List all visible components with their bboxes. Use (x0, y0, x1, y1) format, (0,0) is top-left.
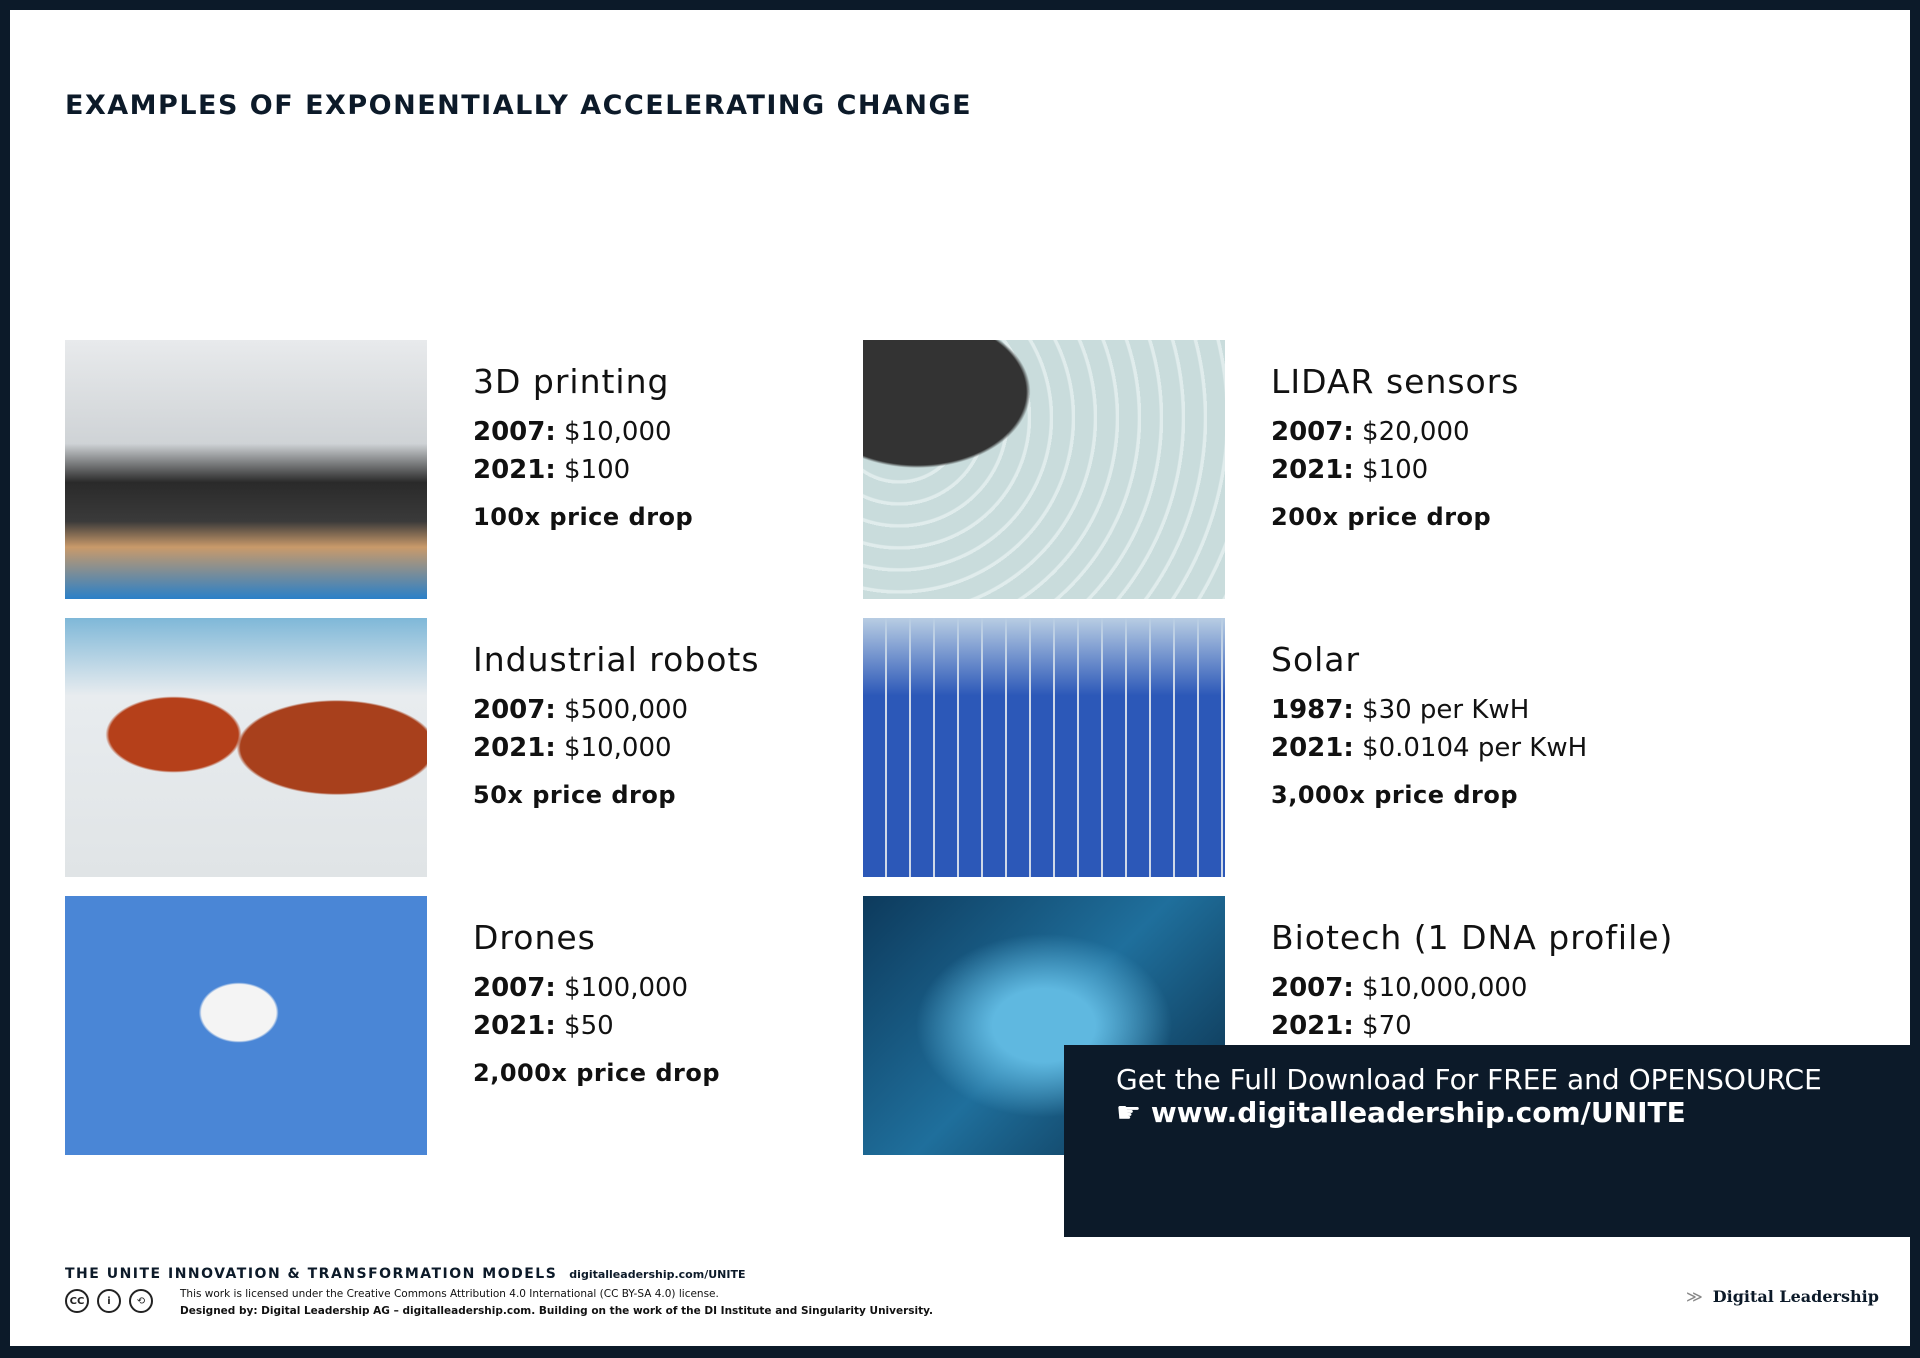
chevron-logo-icon: ≫ (1686, 1287, 1703, 1306)
example-title: Biotech (1 DNA profile) (1271, 918, 1674, 957)
price-drop: 3,000x price drop (1271, 781, 1519, 809)
page-title: EXAMPLES OF EXPONENTIALLY ACCELERATING C… (65, 90, 973, 121)
example-card: Industrial robots 2007: $500,000 2021: $… (473, 640, 760, 809)
download-link[interactable]: www.digitalleadership.com/UNITE (1150, 1096, 1686, 1129)
example-title: Solar (1271, 640, 1361, 679)
price-then: 2007: $20,000 (1271, 417, 1470, 447)
download-banner[interactable]: Get the Full Download For FREE and OPENS… (1064, 1045, 1911, 1237)
example-card: 3D printing 2007: $10,000 2021: $100 100… (473, 362, 693, 531)
example-title: Industrial robots (473, 640, 760, 679)
drone-photo (65, 896, 427, 1155)
price-now: 2021: $100 (1271, 455, 1429, 485)
price-now: 2021: $50 (473, 1011, 614, 1041)
banner-text: Get the Full Download For FREE and OPENS… (1116, 1063, 1822, 1096)
price-drop: 50x price drop (473, 781, 677, 809)
license-text: This work is licensed under the Creative… (180, 1288, 719, 1300)
example-title: Drones (473, 918, 596, 957)
price-then: 2007: $500,000 (473, 695, 689, 725)
price-now: 2021: $0.0104 per KwH (1271, 733, 1588, 763)
price-now: 2021: $100 (473, 455, 631, 485)
designed-by-text: Designed by: Digital Leadership AG – dig… (180, 1305, 934, 1317)
price-drop: 200x price drop (1271, 503, 1492, 531)
price-then: 2007: $10,000 (473, 417, 672, 447)
example-card: LIDAR sensors 2007: $20,000 2021: $100 2… (1271, 362, 1520, 531)
digital-leadership-logo: ≫ Digital Leadership (1686, 1287, 1879, 1306)
attribution-icon: i (97, 1289, 121, 1313)
price-now: 2021: $70 (1271, 1011, 1412, 1041)
example-card: Solar 1987: $30 per KwH 2021: $0.0104 pe… (1271, 640, 1587, 809)
example-title: 3D printing (473, 362, 670, 401)
cc-icon: CC (65, 1289, 89, 1313)
lidar-car-photo (863, 340, 1225, 599)
example-title: LIDAR sensors (1271, 362, 1520, 401)
price-then: 2007: $10,000,000 (1271, 973, 1528, 1003)
pointing-hand-icon: ☛ (1116, 1096, 1142, 1129)
3d-printers-photo (65, 340, 427, 599)
example-card: Biotech (1 DNA profile) 2007: $10,000,00… (1271, 918, 1673, 1059)
share-alike-icon: ⟲ (129, 1289, 153, 1313)
footer-title: THE UNITE INNOVATION & TRANSFORMATION MO… (65, 1266, 746, 1282)
price-then: 1987: $30 per KwH (1271, 695, 1530, 725)
robot-arms-photo (65, 618, 427, 877)
price-drop: 100x price drop (473, 503, 694, 531)
price-drop: 2,000x price drop (473, 1059, 721, 1087)
price-then: 2007: $100,000 (473, 973, 689, 1003)
price-now: 2021: $10,000 (473, 733, 672, 763)
solar-panels-photo (863, 618, 1225, 877)
example-card: Drones 2007: $100,000 2021: $50 2,000x p… (473, 918, 720, 1087)
footer-link[interactable]: digitalleadership.com/UNITE (569, 1268, 746, 1281)
